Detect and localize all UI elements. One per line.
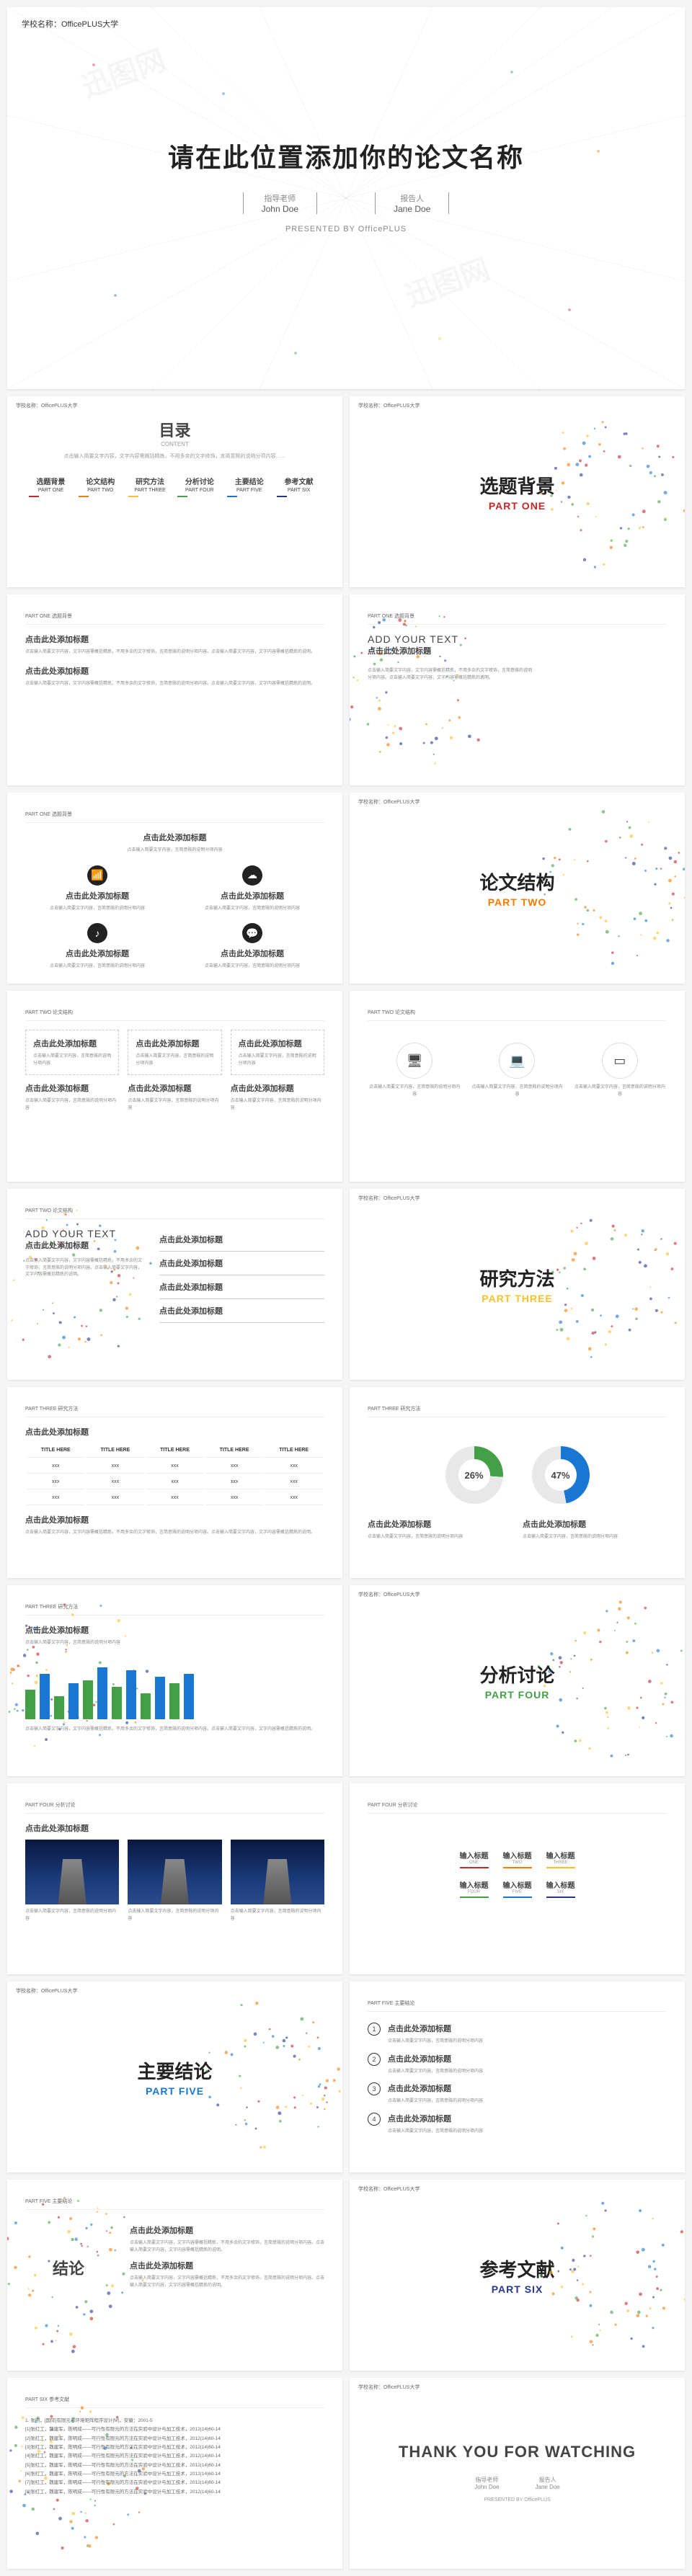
section-6-title: 学校名称：OfficePLUS大学 参考文献PART SIX (350, 2180, 685, 2371)
thanks-slide: 学校名称：OfficePLUS大学 THANK YOU FOR WATCHING… (350, 2378, 685, 2569)
toc-item: 论文结构PART TWO (79, 476, 123, 497)
photo-placeholder (128, 1840, 221, 1904)
toc-title: 目录 (29, 418, 321, 441)
tag-row: 输入标题FOUR输入标题FIVE输入标题SIX (368, 1879, 667, 1898)
presented-by: PRESENTED BY OfficePLUS (7, 225, 685, 233)
window-icon: ▭ (602, 1043, 638, 1079)
monitor-icon: 🖥 (396, 1043, 432, 1079)
slide-p1-c: PART ONE 选题背景 点击此处添加标题 点击输入简要文字内容，言简意赅的说… (7, 793, 342, 984)
slide-p5-a: PART FIVE 主要结论 1点击此处添加标题点击输入简要文字内容，言简意赅的… (350, 1982, 685, 2172)
photo-placeholder (231, 1840, 324, 1904)
advisor-block: 指导老师John Doe (243, 192, 317, 214)
bar-chart (25, 1654, 324, 1719)
slide-p4-a: PART FOUR 分析讨论 点击此处添加标题 点击输入简要文字内容，言简意赅的… (7, 1783, 342, 1974)
donut-charts: 26%47% (368, 1446, 667, 1504)
section-1-title: 学校名称：OfficePLUS大学 选题背景PART ONE (350, 396, 685, 587)
tag-row: 输入标题ONE输入标题TWO输入标题THREE (368, 1850, 667, 1868)
cover-title: 请在此位置添加你的论文名称 (7, 137, 685, 174)
reference-list: 1. 张明，[国际]有限元与环境矩阵程序设计[M]，安徽：2001-5[1]张红… (25, 2417, 324, 2497)
cloud-icon: ☁ (242, 865, 262, 886)
toc-items: 选题背景PART ONE 论文结构PART TWO研究方法PART THREE分析… (29, 476, 321, 497)
slide-p2-c: PART TWO 论文结构 ADD YOUR TEXT 点击此处添加标题 点击输… (7, 1189, 342, 1380)
toc-item: 分析讨论PART FOUR (177, 476, 221, 497)
toc-item: 参考文献PART SIX (277, 476, 321, 497)
thanks-title: THANK YOU FOR WATCHING (350, 2443, 685, 2461)
toc-item: 选题背景PART ONE (29, 476, 73, 497)
toc-slide: 学校名称：OfficePLUS大学 目录 CONTENT 点击输入简要文字内容，… (7, 396, 342, 587)
slide-p3-c: PART THREE 研究方法 点击此处添加标题 点击输入简要文字内容，言简意赅… (7, 1585, 342, 1776)
conclusion-circle: 结论 (25, 2224, 112, 2311)
reporter-block: 报告人Jane Doe (375, 192, 449, 214)
cover-slide: 学校名称：OfficePLUS大学 请在此位置添加你的论文名称 指导老师John… (7, 7, 685, 389)
section-3-title: 学校名称：OfficePLUS大学 研究方法PART THREE (350, 1189, 685, 1380)
slide-p1-a: PART ONE 选题背景 点击此处添加标题 点击输入简要文字内容，文字内容需概… (7, 594, 342, 785)
laptop-icon: 💻 (499, 1043, 535, 1079)
section-4-title: 学校名称：OfficePLUS大学 分析讨论PART FOUR (350, 1585, 685, 1776)
wifi-icon: 📶 (87, 865, 107, 886)
section-5-title: 学校名称：OfficePLUS大学 主要结论PART FIVE (7, 1982, 342, 2172)
photo-placeholder (25, 1840, 119, 1904)
toc-item: 主要结论PART FIVE (227, 476, 271, 497)
slide-p1-b: PART ONE 选题背景 ADD YOUR TEXT 点击此处添加标题 点击输… (350, 594, 685, 785)
music-icon: ♪ (87, 923, 107, 943)
chat-icon: 💬 (242, 923, 262, 943)
slide-p2-b: PART TWO 论文结构 🖥点击输入简要文字内容，言简意赅的说明分项内容 💻点… (350, 991, 685, 1182)
section-2-title: 学校名称：OfficePLUS大学 论文结构PART TWO (350, 793, 685, 984)
slide-p5-b: PART FIVE 主要结论 结论 点击此处添加标题 点击输入简要文字内容，文字… (7, 2180, 342, 2371)
slide-p3-b: PART THREE 研究方法 26%47% 点击此处添加标题点击输入简要文字内… (350, 1387, 685, 1578)
slide-p2-a: PART TWO 论文结构 点击此处添加标题点击输入简要文字内容，言简意赅的说明… (7, 991, 342, 1182)
slide-p6-a: PART SIX 参考文献 1. 张明，[国际]有限元与环境矩阵程序设计[M]，… (7, 2378, 342, 2569)
toc-item: 研究方法PART THREE (128, 476, 172, 497)
slide-p4-b: PART FOUR 分析讨论 输入标题ONE输入标题TWO输入标题THREE 输… (350, 1783, 685, 1974)
data-table: TITLE HERETITLE HERETITLE HERETITLE HERE… (25, 1442, 324, 1507)
slide-p3-a: PART THREE 研究方法 点击此处添加标题 TITLE HERETITLE… (7, 1387, 342, 1578)
